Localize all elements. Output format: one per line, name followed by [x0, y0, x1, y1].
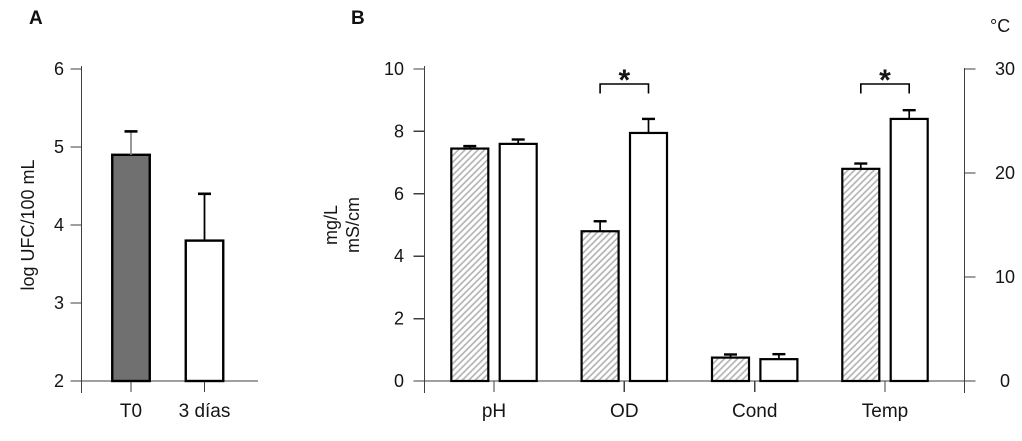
b-y-axis-title-left-line-0: mg/L: [321, 205, 341, 245]
significance-star-OD: *: [618, 64, 630, 97]
b-left-tick-label-2: 4: [394, 246, 404, 266]
b-bar-OD-white-bars: [628, 131, 669, 383]
b-x-category-label-3: Temp: [862, 401, 908, 422]
b-right-tick-label-0: 0: [1000, 371, 1010, 391]
b-bar-Temp-white-bars: [889, 117, 929, 383]
a-x-category-label-0: T0: [120, 401, 142, 422]
b-bar-OD-hatched-bars: [580, 230, 620, 383]
b-right-tick-label-3: 30: [995, 59, 1015, 79]
b-right-tick-label-1: 10: [995, 267, 1015, 287]
a-bar-0: [111, 153, 151, 383]
b-left-tick-label-0: 0: [394, 371, 404, 391]
b-bar-Temp-hatched-bars: [841, 167, 881, 383]
b-bar-pH-hatched-bars: [450, 147, 490, 383]
b-right-tick-label-2: 20: [995, 163, 1015, 183]
significance-bracket-OD: [599, 83, 650, 94]
b-y-axis-title-right: °C: [990, 16, 1010, 36]
a-y-tick-label-3: 5: [54, 137, 64, 157]
a-y-axis-title: log UFC/100 mL: [18, 159, 38, 290]
significance-bracket-Temp: [860, 83, 910, 94]
b-left-tick-label-5: 10: [384, 59, 404, 79]
a-y-tick-label-1: 3: [54, 293, 64, 313]
b-x-category-label-0: pH: [482, 401, 506, 422]
a-y-tick-label-0: 2: [54, 371, 64, 391]
b-x-category-label-1: OD: [610, 401, 639, 422]
b-left-tick-label-4: 8: [394, 121, 404, 141]
panel-a-label: A: [29, 8, 43, 29]
a-x-category-label-1: 3 días: [179, 401, 231, 422]
b-bar-Cond-white-bars: [759, 358, 799, 383]
b-bar-pH-white-bars: [498, 142, 538, 383]
significance-star-Temp: *: [879, 64, 891, 97]
b-y-axis-title-left-line-1: mS/cm: [343, 197, 363, 253]
b-x-category-label-2: Cond: [732, 401, 777, 422]
a-y-tick-label-4: 6: [54, 59, 64, 79]
panel-a-chart: 2 3 4 5 6 log UFC/100 mL T0 3 días: [18, 59, 258, 422]
b-bar-Cond-hatched-bars: [710, 356, 751, 383]
a-bar-1: [184, 239, 225, 383]
panel-b-label: B: [351, 8, 365, 29]
a-y-tick-label-2: 4: [54, 215, 64, 235]
b-left-tick-label-1: 2: [394, 309, 404, 329]
b-left-tick-label-3: 6: [394, 184, 404, 204]
panel-b-chart: 0 2 4 6 8 10 mg/L mS/cm 0 10 20 30 °C pH OD Cond Temp * *: [321, 16, 1015, 422]
